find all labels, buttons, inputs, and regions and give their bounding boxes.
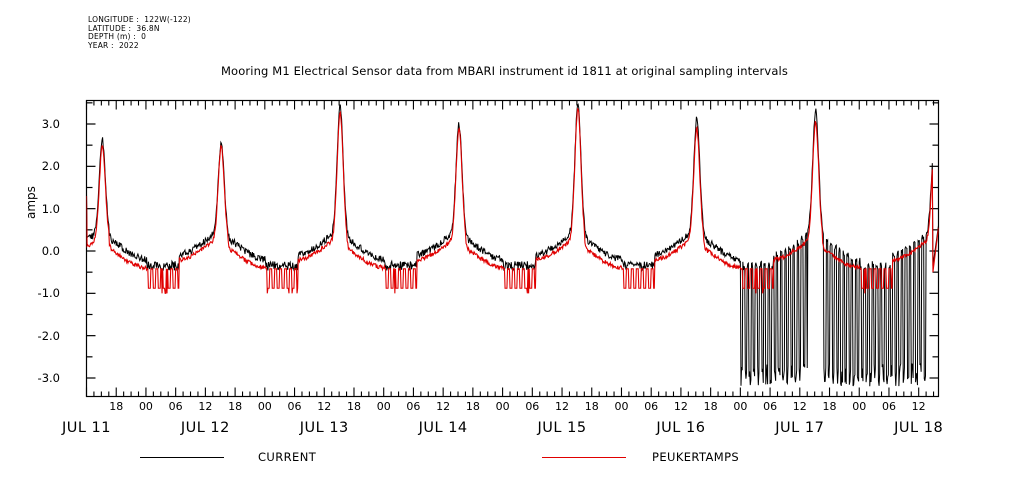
y-tick-label: -2.0 [37,328,60,343]
x-date-label: JUL 13 [299,420,349,436]
x-hour-label: 00 [257,400,272,413]
x-hour-label: 06 [644,400,659,413]
y-tick-label: 2.0 [41,159,60,174]
x-hour-label: 06 [406,400,421,413]
x-hour-label: 12 [436,400,451,413]
x-hour-label: 00 [733,400,748,413]
legend-line-current [140,457,224,458]
x-hour-label: 18 [109,400,124,413]
x-date-label: JUL 14 [418,420,468,436]
x-hour-label: 12 [555,400,570,413]
y-tick-label: -3.0 [37,371,60,385]
metadata-latitude: LATITUDE : 36.8N [88,23,160,33]
x-hour-label: 18 [465,400,480,413]
x-hour-label: 18 [228,400,243,413]
legend-line-peukertamps [542,457,626,458]
x-date-label: JUL 17 [775,420,825,436]
x-hour-label: 18 [346,400,361,413]
x-hour-label: 12 [317,400,332,413]
x-hour-label: 00 [852,400,867,413]
legend-label-peukertamps: PEUKERTAMPS [652,450,740,464]
x-hour-label: 12 [673,400,688,413]
x-date-label: JUL 15 [537,420,587,436]
x-hour-label: 12 [792,400,807,413]
x-hour-label: 06 [881,400,896,413]
x-hour-label: 18 [822,400,837,413]
x-hour-label: 00 [138,400,153,413]
x-hour-label: 06 [287,400,302,413]
metadata-block: LONGITUDE : 122W(-122) LATITUDE : 36.8N … [88,15,191,50]
x-date-label: JUL 16 [656,420,706,436]
x-hour-label: 00 [495,400,510,413]
chart-title: Mooring M1 Electrical Sensor data from M… [220,64,789,78]
x-hour-label: 00 [614,400,629,413]
metadata-longitude: LONGITUDE : 122W(-122) [88,15,191,24]
series-line-current [86,103,939,387]
y-tick-label: 3.0 [41,117,60,131]
y-tick-label: 1.0 [41,201,60,216]
y-tick-label: 0.0 [41,244,60,258]
metadata-depth: DEPTH (m) : 0 [88,32,147,42]
x-hour-label: 00 [376,400,391,413]
legend-label-current: CURRENT [258,450,317,464]
x-hour-label: 06 [168,400,183,413]
x-hour-label: 18 [584,400,599,413]
metadata-year: YEAR : 2022 [88,40,139,50]
chart-legend: CURRENT PEUKERTAMPS [0,446,1009,472]
x-date-label: JUL 11 [61,420,112,436]
x-hour-label: 12 [198,400,213,413]
x-hour-label: 06 [763,400,778,413]
series-line-peukertamps [86,107,939,294]
x-date-label: JUL 18 [894,420,944,436]
y-tick-label: -1.0 [37,286,60,301]
x-hour-label: 06 [525,400,540,413]
x-hour-label: 18 [703,400,718,413]
x-date-label: JUL 12 [180,420,230,436]
x-hour-label: 12 [911,400,926,413]
